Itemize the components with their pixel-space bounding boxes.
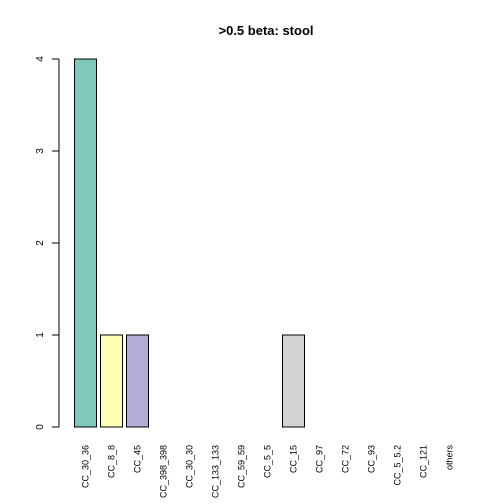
y-tick-label: 4 xyxy=(35,56,46,62)
y-tick-label: 2 xyxy=(35,240,46,246)
chart-title: >0.5 beta: stool xyxy=(219,23,314,38)
x-axis-labels: CC_30_36 CC_8_8 CC_45 CC_398_398 CC_30_30 CC_… xyxy=(81,445,455,499)
x-category-label: CC_30_30 xyxy=(185,445,195,488)
x-category-label: CC_398_398 xyxy=(159,445,169,498)
x-category-label: CC_133_133 xyxy=(211,445,221,498)
x-category-label: CC_93 xyxy=(367,445,377,473)
bars-group xyxy=(74,58,305,428)
bar xyxy=(100,334,123,428)
y-tick-label: 3 xyxy=(35,148,46,154)
bar xyxy=(126,334,149,428)
y-axis: 0 1 2 3 4 xyxy=(35,56,60,430)
x-category-label: CC_5_5.2 xyxy=(393,445,403,486)
x-category-label: others xyxy=(445,445,455,471)
x-category-label: CC_5_5 xyxy=(263,445,273,478)
x-category-label: CC_45 xyxy=(133,445,143,473)
bar xyxy=(74,58,97,428)
y-tick-label: 0 xyxy=(35,424,46,430)
x-category-label: CC_30_36 xyxy=(81,445,91,488)
x-category-label: CC_121 xyxy=(419,445,429,478)
x-category-label: CC_15 xyxy=(289,445,299,473)
x-category-label: CC_59_59 xyxy=(237,445,247,488)
x-category-label: CC_72 xyxy=(341,445,351,473)
x-category-label: CC_97 xyxy=(315,445,325,473)
x-category-label: CC_8_8 xyxy=(107,445,117,478)
y-tick-label: 1 xyxy=(35,332,46,338)
bar xyxy=(282,334,305,428)
